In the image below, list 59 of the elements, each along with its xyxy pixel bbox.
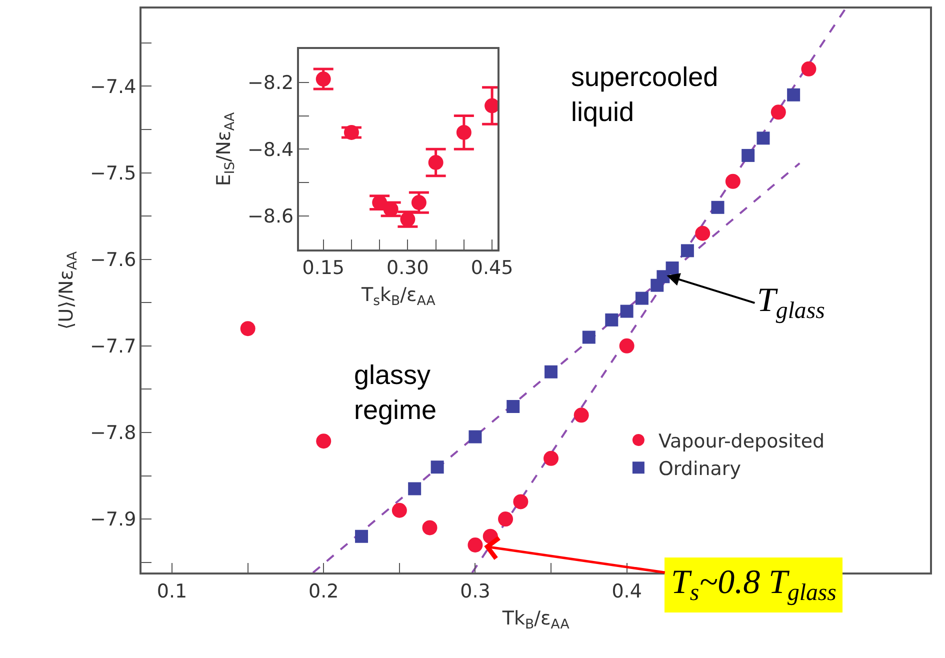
y-tick-label: −7.4 [90, 76, 136, 98]
annotation: glassy regime [354, 360, 437, 426]
y-tick-label: −8.2 [247, 72, 294, 94]
y-tick-label: −7.7 [90, 336, 136, 358]
point [456, 124, 472, 140]
point [756, 132, 770, 145]
point [344, 124, 359, 140]
point [619, 338, 634, 354]
point [468, 538, 483, 552]
point [468, 430, 482, 444]
y-tick-label: −8.4 [247, 138, 294, 161]
point [428, 155, 444, 170]
point [635, 292, 648, 305]
point [582, 330, 596, 344]
annotation: supercooled liquid [571, 62, 718, 128]
point [680, 244, 694, 258]
point [316, 434, 332, 449]
y-tick-label: −7.5 [90, 162, 136, 184]
legend-label: Ordinary [658, 458, 741, 480]
y-tick-label: −7.8 [90, 422, 136, 444]
point [544, 450, 559, 466]
point [742, 148, 755, 162]
point [498, 512, 514, 527]
x-tick-label: 0.45 [470, 256, 514, 279]
x-axis-title: T$_{s}$k$_{B}$/ε$_{AA}$ [360, 284, 436, 310]
point [574, 408, 589, 423]
x-tick-label: 0.30 [386, 256, 429, 279]
point [770, 104, 786, 120]
point [711, 200, 724, 214]
point [408, 482, 422, 496]
annotation: T$_{s}$~0.8 T$_{glass}$ [671, 564, 836, 606]
point [695, 226, 710, 241]
point [392, 502, 407, 518]
y-tick-label: −7.9 [90, 508, 136, 531]
point [620, 304, 634, 318]
point [725, 174, 740, 189]
y-tick-label: −7.6 [90, 248, 136, 271]
x-tick-label: 0.3 [460, 580, 490, 602]
point [801, 61, 816, 76]
point [430, 460, 444, 474]
point [355, 530, 368, 543]
point [411, 195, 426, 210]
x-tick-label: 0.4 [612, 580, 642, 602]
point [506, 400, 520, 413]
y-tick-label: −8.6 [247, 206, 294, 228]
x-tick-label: 0.1 [156, 580, 188, 602]
point [666, 261, 679, 274]
x-axis-title: Tk$_{B}$/ε$_{AA}$ [501, 608, 570, 633]
point [787, 88, 800, 102]
point [544, 365, 558, 378]
point [513, 494, 528, 510]
x-tick-label: 0.2 [308, 580, 339, 602]
point [422, 520, 438, 536]
point [240, 321, 256, 336]
point [316, 72, 331, 87]
legend-label: Vapour-deposited [658, 430, 825, 452]
point [605, 313, 618, 326]
annotation: T$_{glass}$ [757, 282, 825, 324]
x-tick-label: 0.15 [302, 256, 345, 279]
